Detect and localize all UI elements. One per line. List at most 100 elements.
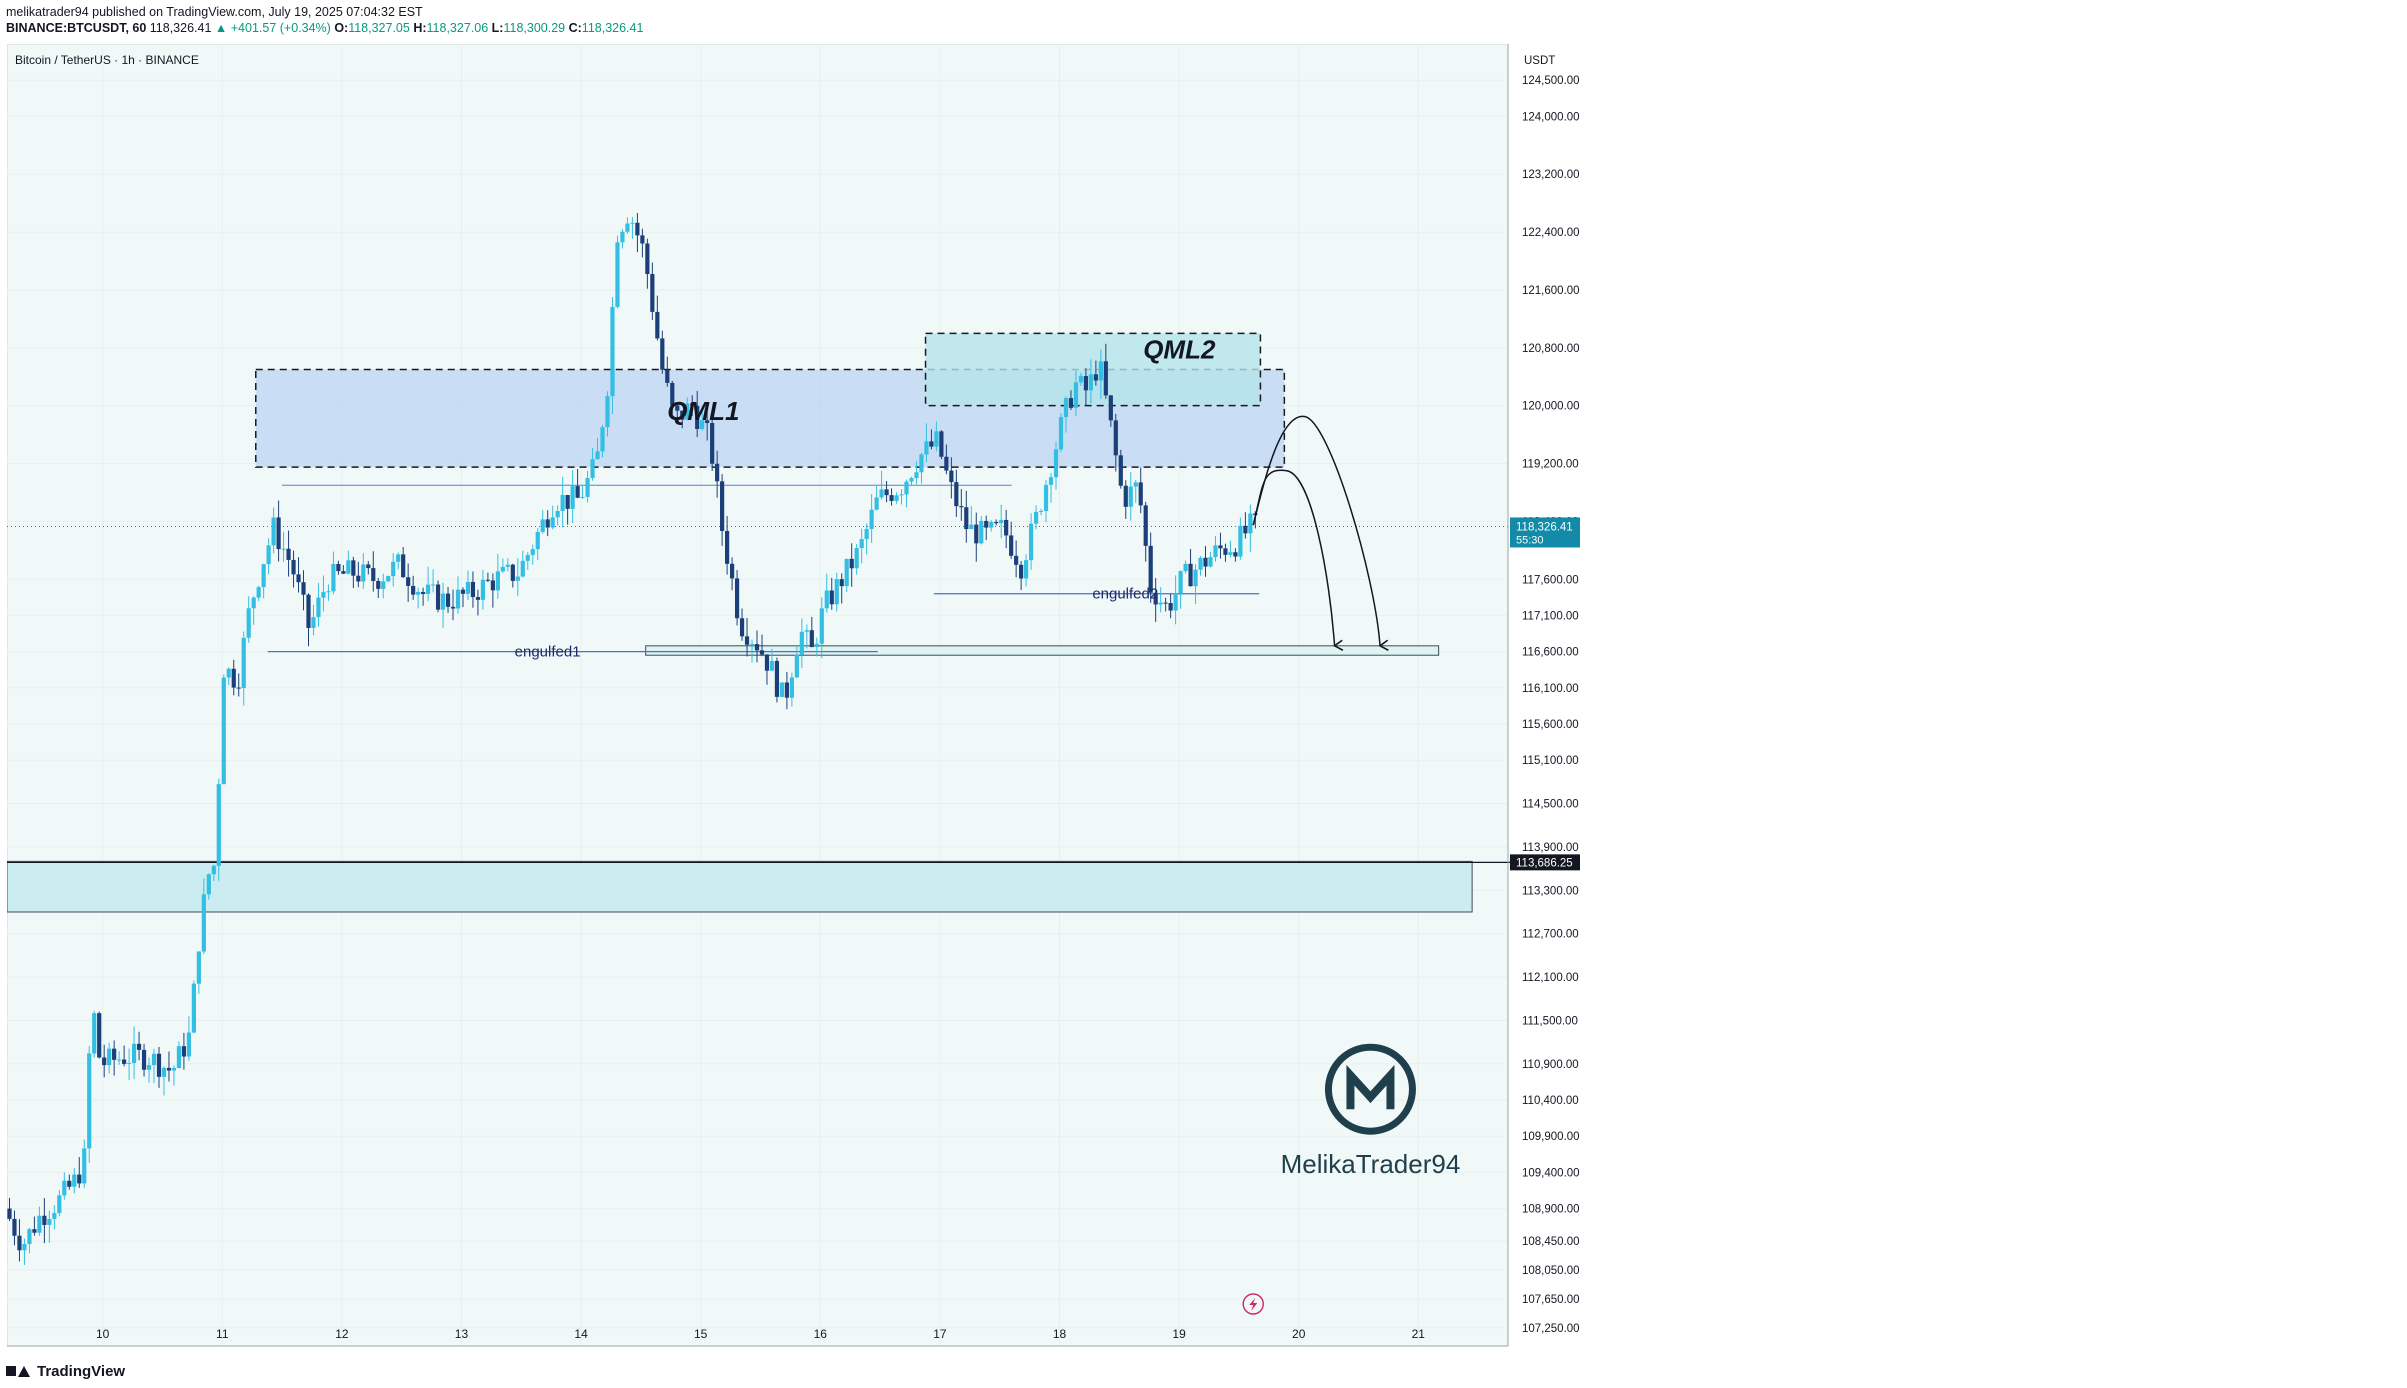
y-tick-label: 116,100.00 xyxy=(1522,683,1579,695)
candle-body xyxy=(281,548,286,550)
candle-body xyxy=(759,650,765,655)
melika-logo-icon xyxy=(1324,1043,1416,1135)
candle-body xyxy=(256,587,261,598)
candle-body xyxy=(1143,505,1148,546)
candle-body xyxy=(710,422,715,464)
candle-body xyxy=(485,579,490,581)
logo-m xyxy=(1346,1064,1395,1110)
candle-body xyxy=(351,560,356,576)
candle-body xyxy=(27,1229,32,1244)
engulfed2-label: engulfed2 xyxy=(1092,586,1158,603)
lightning-icon[interactable] xyxy=(1242,1293,1264,1315)
candle-body xyxy=(1163,602,1168,604)
candle-body xyxy=(191,983,196,1033)
candle-body xyxy=(620,231,625,243)
candle-body xyxy=(640,235,645,244)
y-tick-label: 113,900.00 xyxy=(1522,842,1579,854)
x-tick-label: 11 xyxy=(216,1327,229,1341)
candle-body xyxy=(1038,510,1044,512)
candle-body xyxy=(206,874,211,895)
chart-area[interactable]: 124,500.00 124,000.00 123,200.00 122,400.00… xyxy=(7,44,2403,1353)
candle-body xyxy=(261,564,266,588)
candle-body xyxy=(12,1218,17,1236)
zones xyxy=(7,332,1516,913)
candle-body xyxy=(1138,482,1143,506)
candle-body xyxy=(221,677,226,785)
candle-body xyxy=(555,511,560,518)
candle-body xyxy=(490,580,495,591)
candle-body xyxy=(904,481,909,495)
x-tick-label: 15 xyxy=(694,1327,708,1341)
candle-body xyxy=(924,441,929,455)
candle-body xyxy=(874,497,879,510)
ohlc-h-label: H: xyxy=(413,21,427,35)
demand-zone xyxy=(7,860,1473,913)
axes: 124,500.00 124,000.00 123,200.00 122,400.00… xyxy=(7,44,1580,1347)
candle-body xyxy=(495,571,500,591)
candle-body xyxy=(366,564,371,569)
candle-body xyxy=(22,1243,27,1251)
y-tick-label: 113,300.00 xyxy=(1522,885,1579,897)
plot-background xyxy=(7,44,1509,1347)
candle-body xyxy=(306,594,311,628)
y-tick-label: 120,000.00 xyxy=(1522,401,1580,413)
y-tick-label: 111,500.00 xyxy=(1522,1016,1578,1028)
candle-body xyxy=(1118,455,1123,486)
y-tick-label: 124,500.00 xyxy=(1522,75,1580,87)
candle-body xyxy=(1248,513,1253,534)
candle-body xyxy=(271,517,276,546)
candle-body xyxy=(435,584,441,610)
candle-body xyxy=(560,495,565,512)
level-price-tag xyxy=(1510,854,1580,871)
y-tick-label: 115,600.00 xyxy=(1522,719,1579,731)
candle-body xyxy=(62,1180,67,1196)
candle-body xyxy=(834,579,839,605)
candle-body xyxy=(42,1215,47,1225)
y-tick-label: 120,800.00 xyxy=(1522,343,1580,355)
chart-header: melikatrader94 published on TradingView.… xyxy=(6,4,643,36)
candle-body xyxy=(734,578,740,619)
candle-body xyxy=(226,668,231,678)
y-tick-label: 107,650.00 xyxy=(1522,1294,1580,1306)
candle-body xyxy=(1024,560,1029,579)
candle-body xyxy=(754,644,760,651)
candle-body xyxy=(545,519,550,528)
y-tick-label: 109,900.00 xyxy=(1522,1131,1580,1143)
candle-body xyxy=(92,1013,97,1054)
candle-body xyxy=(899,494,904,496)
ohlc-c-label: C: xyxy=(568,21,582,35)
candle-body xyxy=(525,554,530,561)
footer-brand[interactable]: TradingView xyxy=(6,1359,125,1383)
engulfed1-label: engulfed1 xyxy=(515,644,581,661)
arrow-2 xyxy=(1252,415,1389,651)
price-chart[interactable]: 124,500.00 124,000.00 123,200.00 122,400.00… xyxy=(7,44,2403,1353)
candle-body xyxy=(739,618,745,637)
candle-body xyxy=(660,338,665,370)
candle-body xyxy=(136,1043,142,1050)
candle-body xyxy=(854,547,859,569)
candle-body xyxy=(1208,557,1213,567)
x-tick-label: 19 xyxy=(1172,1327,1186,1341)
candle-body xyxy=(301,582,306,595)
candle-body xyxy=(934,431,939,447)
ohlc-h: 118,327.06 xyxy=(426,21,489,35)
candle-body xyxy=(844,558,849,587)
candle-body xyxy=(211,865,216,875)
qml2-label: QML2 xyxy=(1143,335,1216,365)
candle-body xyxy=(346,560,351,574)
candle-body xyxy=(326,591,331,593)
candle-body xyxy=(1193,569,1198,587)
candle-body xyxy=(450,606,456,609)
current-price-label: 118,326.41 xyxy=(1516,521,1573,533)
last-price: 118,326.41 xyxy=(149,21,212,35)
candle-body xyxy=(595,451,600,460)
candle-body xyxy=(430,584,436,586)
y-tick-label: 108,050.00 xyxy=(1522,1265,1580,1277)
candle-body xyxy=(789,677,794,698)
candle-body xyxy=(1088,374,1093,391)
candle-body xyxy=(57,1195,62,1214)
candle-body xyxy=(570,486,575,509)
candle-body xyxy=(520,560,525,577)
candle-body xyxy=(794,655,799,678)
candle-body xyxy=(989,521,994,528)
